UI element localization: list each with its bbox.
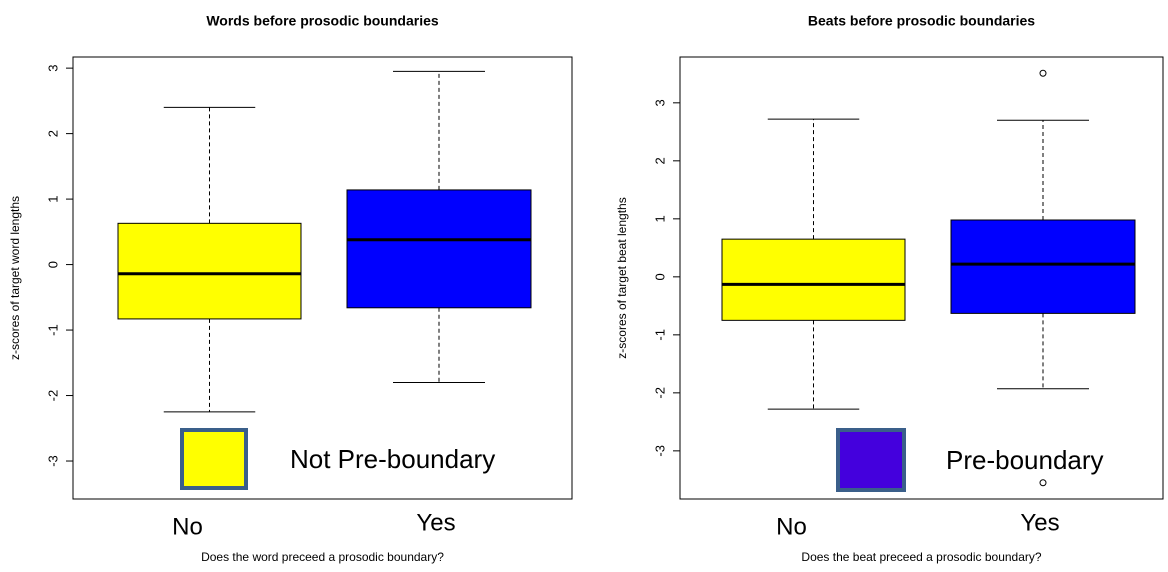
x-tick-label: Yes xyxy=(416,509,455,536)
chart-title: Beats before prosodic boundaries xyxy=(808,13,1035,29)
box xyxy=(117,222,302,320)
y-axis-label: z-scores of target word lengths xyxy=(8,196,22,360)
legend-label: Pre-boundary xyxy=(946,445,1104,475)
y-tick-label: 0 xyxy=(45,261,60,268)
x-tick-label: No xyxy=(172,513,203,540)
y-tick-label: 3 xyxy=(45,65,60,72)
legend-label: Not Pre-boundary xyxy=(290,444,495,474)
x-axis-label: Does the beat preceed a prosodic boundar… xyxy=(801,550,1041,564)
box xyxy=(721,238,906,321)
plot-frame xyxy=(72,56,573,500)
y-tick-label: 1 xyxy=(652,215,667,222)
legend-swatch xyxy=(836,428,906,492)
y-tick-label: -3 xyxy=(45,455,60,467)
y-tick-label: -3 xyxy=(652,445,667,457)
outlier xyxy=(1039,69,1047,77)
x-axis-label: Does the word preceed a prosodic boundar… xyxy=(201,550,444,564)
y-tick-label: 3 xyxy=(652,99,667,106)
y-tick-label: -2 xyxy=(45,390,60,402)
box xyxy=(950,219,1136,314)
chart-title: Words before prosodic boundaries xyxy=(206,13,439,29)
x-tick-label: Yes xyxy=(1020,509,1059,536)
outlier xyxy=(1039,479,1047,487)
x-tick-label: No xyxy=(776,513,807,540)
y-tick-label: 2 xyxy=(652,157,667,164)
y-tick-label: -1 xyxy=(652,329,667,341)
y-tick-label: 1 xyxy=(45,195,60,202)
box xyxy=(346,189,532,309)
y-tick-label: -2 xyxy=(652,387,667,399)
y-tick-label: 0 xyxy=(652,273,667,280)
y-tick-label: 2 xyxy=(45,130,60,137)
y-tick-label: -1 xyxy=(45,324,60,336)
legend-swatch xyxy=(180,428,248,490)
plot-frame xyxy=(679,56,1164,500)
y-axis-label: z-scores of target beat lengths xyxy=(615,197,629,358)
